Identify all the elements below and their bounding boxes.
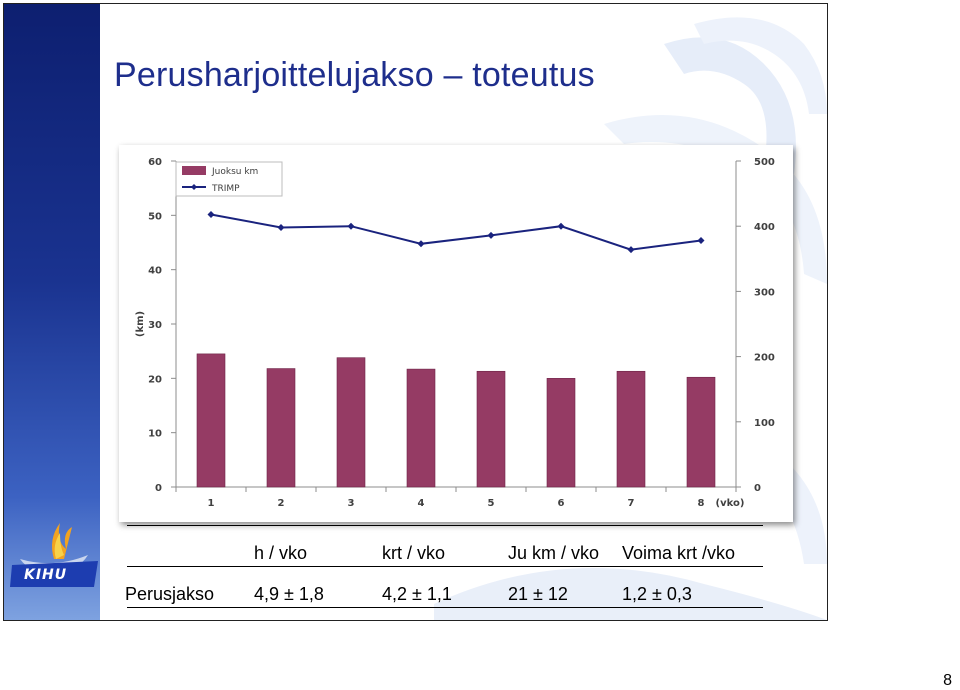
legend-label-juoksu-km: Juoksu km xyxy=(211,167,258,177)
bar-juoksu-km xyxy=(476,370,506,488)
y-tick-label: 30 xyxy=(148,320,162,331)
legend-label-trimp: TRIMP xyxy=(211,184,240,194)
slide-title: Perusharjoittelujakso – toteutus xyxy=(114,56,595,94)
table-header-rule xyxy=(127,566,763,567)
line-trimp xyxy=(210,213,702,251)
page-number: 8 xyxy=(943,672,952,689)
y-tick-label: 10 xyxy=(148,429,162,440)
table-top-rule xyxy=(127,525,763,526)
y2-tick-label: 200 xyxy=(754,353,775,364)
x-tick-label: 3 xyxy=(348,498,355,509)
slide: Perusharjoittelujakso – toteutus 0 10 20 30… xyxy=(3,3,828,621)
bar-juoksu-km xyxy=(336,357,366,488)
y2-tick-label: 100 xyxy=(754,418,775,429)
y-tick-label: 50 xyxy=(148,211,162,222)
point-trimp xyxy=(277,224,285,232)
y-tick-label: 20 xyxy=(148,374,162,385)
point-trimp xyxy=(347,222,355,230)
table-cell-running-km-per-week: 21 ± 12 xyxy=(508,584,568,604)
x-axis-label: (vko) xyxy=(716,498,745,509)
x-tick-label: 7 xyxy=(628,498,635,509)
y-tick-label: 60 xyxy=(148,157,162,168)
y2-tick-label: 0 xyxy=(754,483,761,494)
table-header-h-per-week: h / vko xyxy=(254,543,308,563)
y2-tick-label: 500 xyxy=(754,157,775,168)
table-header-strength-times-per-week: Voima krt /vko xyxy=(622,543,736,563)
table-header-times-per-week: krt / vko xyxy=(382,543,446,563)
kihu-logo xyxy=(10,523,98,587)
table-cell-strength-times-per-week: 1,2 ± 0,3 xyxy=(622,584,692,604)
bar-juoksu-km xyxy=(266,368,296,488)
bar-juoksu-km xyxy=(196,353,226,488)
point-trimp xyxy=(417,240,425,248)
bar-juoksu-km xyxy=(686,376,716,488)
legend-swatch-juoksu-km xyxy=(182,166,206,175)
point-trimp xyxy=(557,222,565,230)
x-tick-label: 1 xyxy=(208,498,215,509)
x-tick-label: 2 xyxy=(278,498,285,509)
point-trimp xyxy=(487,231,495,239)
table-cell-h-per-week: 4,9 ± 1,8 xyxy=(254,584,324,604)
y2-tick-label: 400 xyxy=(754,222,775,233)
table-row-label: Perusjakso xyxy=(125,584,215,604)
x-tick-label: 4 xyxy=(418,498,425,509)
y-axis-label: (km) xyxy=(135,311,146,337)
x-tick-label: 5 xyxy=(488,498,495,509)
point-trimp xyxy=(627,246,635,254)
y-tick-label: 40 xyxy=(148,266,162,277)
table-bottom-rule xyxy=(127,607,763,608)
bar-juoksu-km xyxy=(546,378,576,488)
logo-text: KIHU xyxy=(24,567,68,583)
point-trimp xyxy=(697,237,705,245)
legend-marker-trimp xyxy=(191,184,197,190)
table-cell-times-per-week: 4,2 ± 1,1 xyxy=(382,584,452,604)
slide-sidebar xyxy=(4,4,100,620)
table-header-running-km-per-week: Ju km / vko xyxy=(508,543,600,563)
y2-tick-label: 300 xyxy=(754,287,775,298)
bar-juoksu-km xyxy=(406,368,436,488)
chart-card: 0 10 20 30 40 50 60 0 100 200 300 400 500 1 2 3 4 5 6 7 8 (vk… xyxy=(119,145,793,522)
chart: 0 10 20 30 40 50 60 0 100 200 300 400 500 1 2 3 4 5 6 7 8 (vk… xyxy=(135,157,775,509)
bar-juoksu-km xyxy=(616,370,646,488)
point-trimp xyxy=(207,210,215,218)
y-tick-label: 0 xyxy=(155,483,162,494)
x-tick-label: 8 xyxy=(698,498,705,509)
x-tick-label: 6 xyxy=(558,498,565,509)
